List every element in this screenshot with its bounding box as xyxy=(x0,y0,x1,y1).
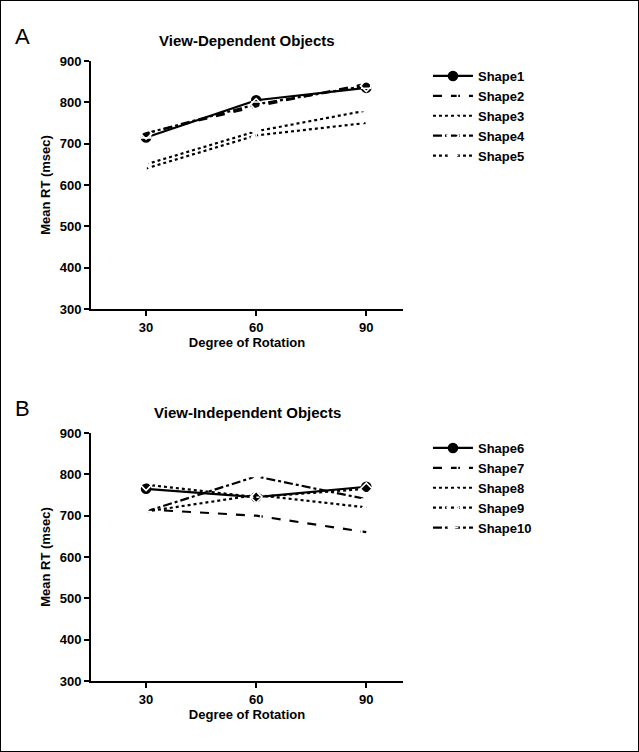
svg-text:Shape6: Shape6 xyxy=(478,441,524,456)
svg-text:800: 800 xyxy=(60,95,82,110)
svg-text:60: 60 xyxy=(249,320,263,335)
svg-text:900: 900 xyxy=(60,426,82,441)
svg-text:Shape3: Shape3 xyxy=(478,109,524,124)
svg-text:Mean RT (msec): Mean RT (msec) xyxy=(38,135,53,235)
svg-text:30: 30 xyxy=(139,320,153,335)
svg-text:A: A xyxy=(15,24,30,49)
svg-text:300: 300 xyxy=(60,302,82,317)
svg-text:500: 500 xyxy=(60,219,82,234)
svg-text:View-Dependent Objects: View-Dependent Objects xyxy=(159,32,335,49)
svg-text:B: B xyxy=(15,396,30,421)
svg-text:400: 400 xyxy=(60,260,82,275)
svg-text:Shape10: Shape10 xyxy=(478,521,531,536)
svg-text:700: 700 xyxy=(60,508,82,523)
svg-text:View-Independent Objects: View-Independent Objects xyxy=(154,404,341,421)
svg-text:500: 500 xyxy=(60,591,82,606)
svg-text:Shape5: Shape5 xyxy=(478,149,524,164)
svg-text:900: 900 xyxy=(60,54,82,69)
svg-text:30: 30 xyxy=(139,692,153,707)
svg-text:600: 600 xyxy=(60,178,82,193)
svg-text:Shape8: Shape8 xyxy=(478,481,524,496)
svg-text:Degree of Rotation: Degree of Rotation xyxy=(189,707,305,722)
svg-text:Shape1: Shape1 xyxy=(478,69,524,84)
svg-text:Shape4: Shape4 xyxy=(478,129,525,144)
svg-text:90: 90 xyxy=(359,692,373,707)
svg-text:400: 400 xyxy=(60,632,82,647)
svg-text:Degree of Rotation: Degree of Rotation xyxy=(189,335,305,350)
svg-text:Shape7: Shape7 xyxy=(478,461,524,476)
svg-text:800: 800 xyxy=(60,467,82,482)
svg-text:Mean RT (msec): Mean RT (msec) xyxy=(38,507,53,607)
svg-text:300: 300 xyxy=(60,674,82,689)
svg-text:60: 60 xyxy=(249,692,263,707)
svg-text:600: 600 xyxy=(60,550,82,565)
svg-text:90: 90 xyxy=(359,320,373,335)
svg-text:Shape9: Shape9 xyxy=(478,501,524,516)
svg-text:Shape2: Shape2 xyxy=(478,89,524,104)
svg-text:700: 700 xyxy=(60,136,82,151)
